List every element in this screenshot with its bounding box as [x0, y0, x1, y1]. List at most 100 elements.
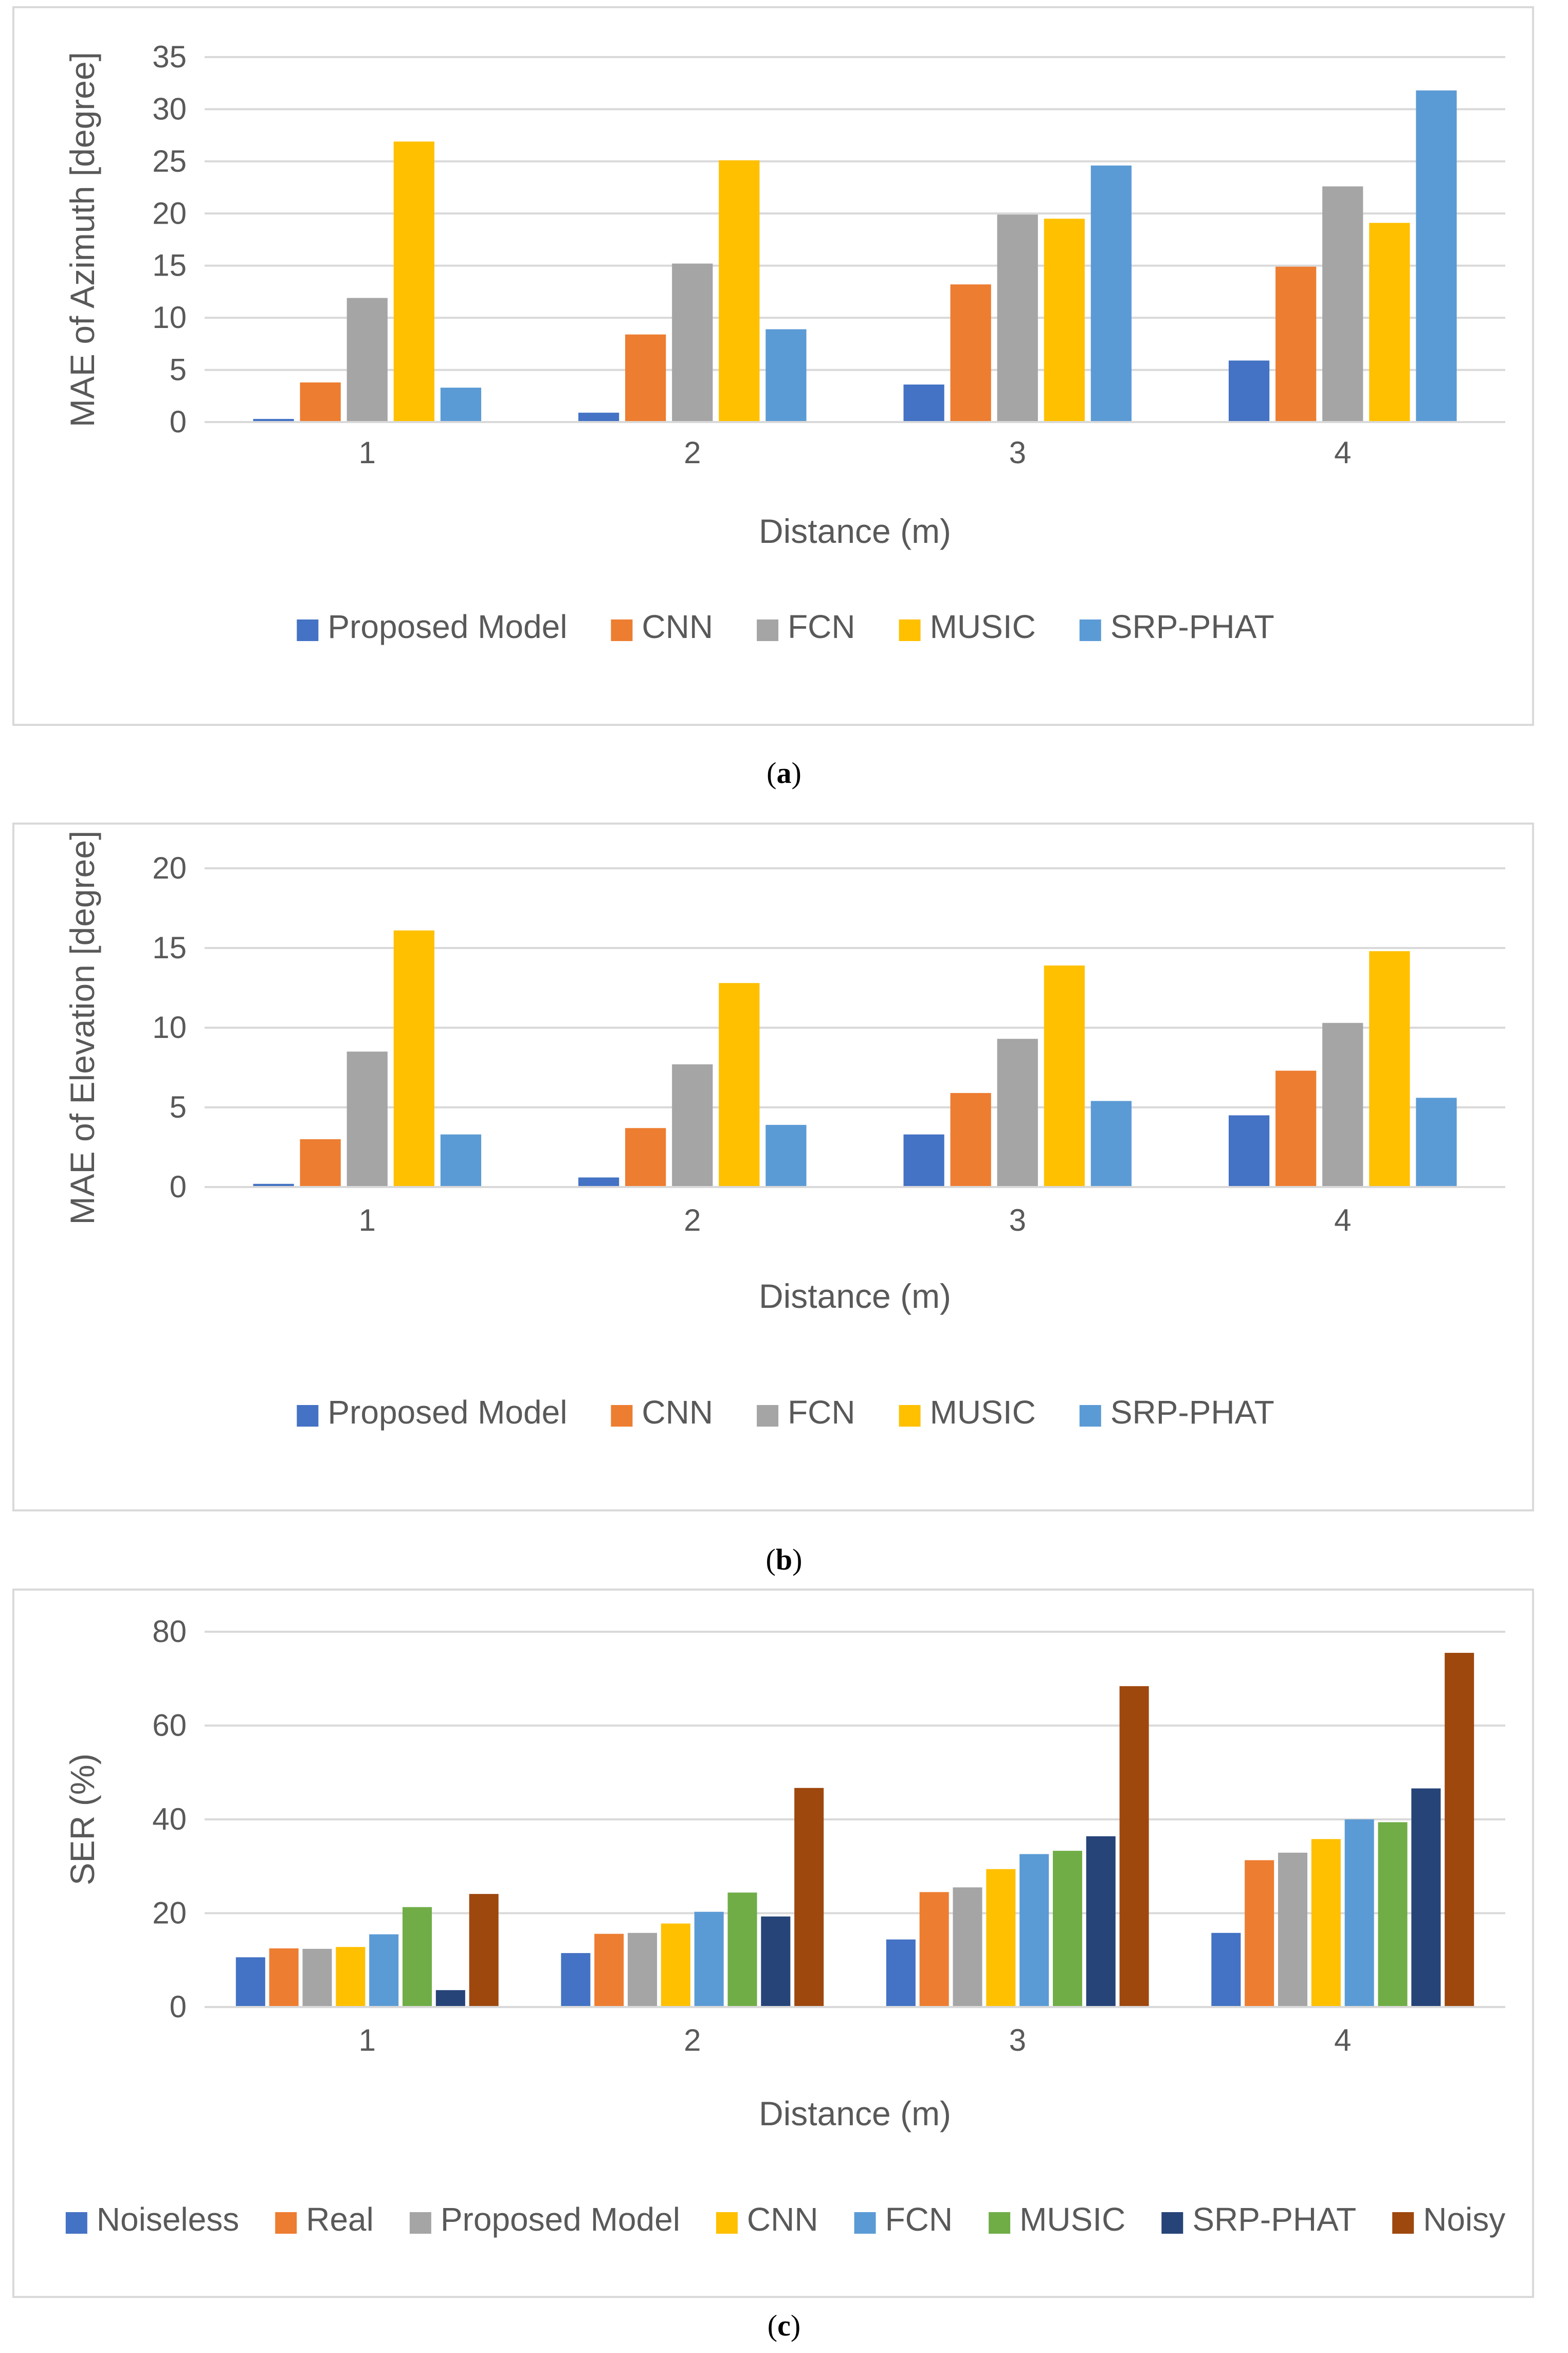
elevation-chart: 0 5 10 15 20 1 2 3 4 Distance (m) MAE of Elevation…: [63, 831, 1505, 1431]
legend-item: CNN: [611, 1394, 713, 1431]
chart-panel-c: 0 20 40 60 80 1 2 3 4 Distance (m) SER (%) Noiseles…: [12, 1589, 1534, 2298]
bar: [300, 1139, 341, 1187]
bar: [594, 1934, 624, 2007]
y-tick-label: 0: [170, 1990, 187, 2024]
legend-swatch: [757, 1405, 779, 1427]
bar: [672, 1064, 713, 1187]
bar: [1211, 1932, 1241, 2007]
bar: [625, 1128, 666, 1187]
azimuth-chart: 0 5 10 15 20 25 30 35 1 2 3 4 Distance (m) MAE of Azi…: [63, 40, 1505, 645]
series-cnn: [300, 1070, 1317, 1187]
bar: [440, 388, 482, 422]
x-tick-label: 4: [1334, 1203, 1351, 1237]
legend-label: SRP-PHAT: [1110, 608, 1274, 645]
bar: [1311, 1839, 1341, 2007]
bar: [1322, 1023, 1363, 1187]
legend-label: Noiseless: [97, 2201, 239, 2238]
bar: [1245, 1860, 1274, 2007]
bar: [765, 1125, 807, 1187]
series-noisy: [469, 1653, 1474, 2007]
x-tick-label: 3: [1009, 435, 1026, 470]
y-tick-label: 20: [152, 851, 187, 885]
series-srp-phat: [440, 1098, 1457, 1187]
bar: [886, 1939, 916, 2007]
bar: [300, 382, 341, 422]
bar: [1228, 1115, 1270, 1187]
bars: [253, 930, 1457, 1187]
y-tick-labels: 0 5 10 15 20: [152, 851, 187, 1204]
bar: [950, 284, 991, 422]
bar: [561, 1953, 591, 2007]
bar: [347, 1051, 388, 1187]
legend-item: FCN: [757, 1394, 855, 1431]
bar: [269, 1948, 299, 2007]
legend-label: CNN: [747, 2201, 818, 2238]
caption-a-letter: a: [776, 756, 792, 790]
bar: [1344, 1819, 1374, 2007]
bar: [1322, 186, 1363, 422]
legend-item: SRP-PHAT: [1161, 2201, 1356, 2238]
series-proposed-model: [253, 360, 1270, 422]
bar: [794, 1787, 824, 2007]
legend-swatch: [1392, 2212, 1414, 2234]
bar: [1275, 266, 1317, 422]
series-proposed-model: [253, 1115, 1270, 1187]
bar: [997, 214, 1038, 422]
legend-item: SRP-PHAT: [1079, 608, 1274, 645]
bar: [1019, 1854, 1049, 2007]
bar: [1411, 1788, 1441, 2007]
legend-swatch: [1079, 1405, 1101, 1427]
legend-label: SRP-PHAT: [1192, 2201, 1356, 2238]
bar: [1445, 1653, 1474, 2007]
bar: [1275, 1070, 1317, 1187]
y-tick-label: 30: [152, 92, 187, 126]
legend-label: SRP-PHAT: [1110, 1394, 1274, 1431]
x-tick-labels: 1 2 3 4: [359, 1203, 1352, 1237]
series-srp-phat: [440, 90, 1457, 422]
y-tick-label: 10: [152, 1010, 187, 1045]
legend-swatch: [854, 2212, 876, 2234]
caption-c: (c): [767, 2309, 801, 2342]
caption-c-letter: c: [777, 2309, 791, 2342]
legend-swatch: [989, 2212, 1011, 2234]
series-proposed-model: [302, 1852, 1308, 2007]
legend-swatch: [1161, 2212, 1183, 2234]
bar: [336, 1947, 366, 2007]
series-music: [393, 930, 1410, 1187]
bar: [402, 1907, 432, 2007]
bar: [1090, 165, 1132, 422]
legend-label: FCN: [885, 2201, 953, 2238]
bar: [253, 1183, 294, 1187]
bar: [1044, 218, 1085, 422]
bar: [1369, 951, 1410, 1187]
y-tick-label: 25: [152, 144, 187, 178]
bar: [1416, 90, 1457, 422]
legend-swatch: [611, 619, 633, 641]
caption-b-letter: b: [775, 1543, 793, 1576]
y-tick-label: 40: [152, 1802, 187, 1836]
bar: [440, 1134, 482, 1187]
series-fcn: [347, 186, 1363, 422]
bar: [393, 930, 434, 1187]
series-cnn: [300, 266, 1317, 422]
bars: [235, 1653, 1474, 2007]
y-tick-label: 20: [152, 196, 187, 230]
bar: [1416, 1098, 1457, 1187]
bar: [235, 1957, 265, 2007]
legend-item: MUSIC: [899, 1394, 1036, 1431]
y-tick-label: 80: [152, 1614, 187, 1649]
y-tick-label: 10: [152, 300, 187, 335]
y-tick-label: 15: [152, 931, 187, 965]
bar: [919, 1892, 949, 2007]
legend: Proposed Model CNN FCN MUSIC SRP-PHAT: [297, 608, 1274, 645]
legend-swatch: [899, 1405, 921, 1427]
y-tick-label: 60: [152, 1708, 187, 1743]
y-axis-title: MAE of Elevation [degree]: [63, 831, 101, 1225]
legend-item: FCN: [757, 608, 855, 645]
legend-swatch: [409, 2212, 431, 2234]
legend-item: Noisy: [1392, 2201, 1505, 2238]
y-axis-title: SER (%): [63, 1754, 101, 1886]
x-tick-label: 4: [1334, 435, 1351, 470]
x-tick-label: 1: [359, 435, 376, 470]
legend-swatch: [611, 1405, 633, 1427]
